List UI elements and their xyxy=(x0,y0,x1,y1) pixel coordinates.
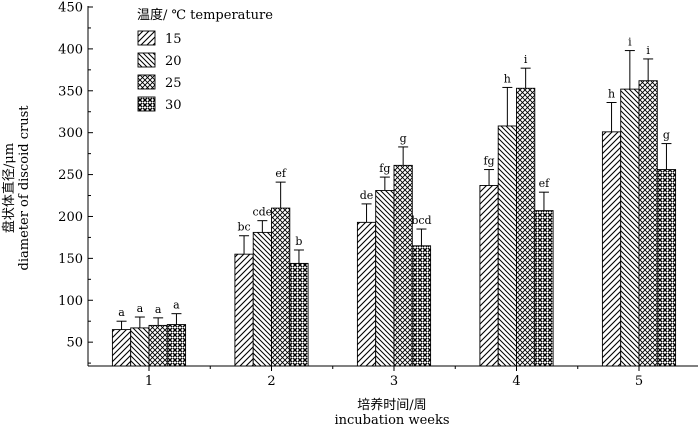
bar xyxy=(516,87,536,367)
x-axis-title-en: incubation weeks xyxy=(334,413,449,427)
significance-label: cde xyxy=(252,206,272,219)
significance-label: h xyxy=(504,72,511,85)
bar xyxy=(111,329,132,367)
significance-label: i xyxy=(646,44,650,57)
significance-label: g xyxy=(400,132,407,145)
legend-label: 15 xyxy=(165,32,182,47)
legend-title: 温度/ ℃ temperature xyxy=(137,7,273,23)
significance-label: ef xyxy=(539,177,551,190)
bar xyxy=(356,221,377,367)
bar xyxy=(166,324,187,367)
legend-swatch xyxy=(137,74,156,90)
bar xyxy=(534,210,554,367)
significance-label: fg xyxy=(379,162,390,175)
significance-label: a xyxy=(137,302,144,315)
legend-swatch xyxy=(137,30,156,46)
bar xyxy=(497,125,517,367)
legend-swatch xyxy=(137,96,156,112)
bar xyxy=(656,169,677,367)
bar xyxy=(234,253,254,367)
bar xyxy=(411,245,432,367)
x-tick-label: 3 xyxy=(390,374,398,389)
y-tick-label: 250 xyxy=(58,168,83,183)
y-axis-ticks: 50 100 150 200 250 300 350 400 450 xyxy=(58,0,93,364)
x-tick-label: 4 xyxy=(512,374,520,389)
legend-label: 25 xyxy=(165,76,182,91)
bar xyxy=(130,327,150,367)
bar xyxy=(148,324,168,367)
legend: 温度/ ℃ temperature 15 20 25 30 xyxy=(137,7,273,113)
y-tick-label: 300 xyxy=(58,126,83,141)
legend-label: 20 xyxy=(165,54,182,69)
significance-label: de xyxy=(360,189,374,202)
bar xyxy=(638,80,658,367)
x-axis-ticks: 1 2 3 4 5 xyxy=(145,366,643,389)
y-tick-label: 350 xyxy=(58,84,83,99)
significance-label: bcd xyxy=(411,214,431,227)
significance-label: a xyxy=(173,299,180,312)
bar xyxy=(271,207,291,367)
x-axis-title-cn: 培养时间/周 xyxy=(357,397,426,413)
legend-swatch xyxy=(137,52,156,68)
y-tick-label: 200 xyxy=(58,210,83,225)
significance-label: fg xyxy=(483,155,494,168)
y-tick-label: 450 xyxy=(58,0,83,15)
bar xyxy=(375,190,395,367)
x-tick-label: 1 xyxy=(145,374,153,389)
significance-label: bc xyxy=(237,221,250,234)
significance-label: i xyxy=(524,53,528,66)
significance-label: h xyxy=(608,88,615,101)
significance-label: b xyxy=(295,235,302,248)
x-tick-label: 2 xyxy=(267,374,275,389)
legend-label: 30 xyxy=(165,98,182,113)
bar xyxy=(620,88,640,367)
bar xyxy=(252,231,272,367)
significance-label: a xyxy=(118,306,125,319)
bar xyxy=(479,185,499,367)
y-tick-label: 400 xyxy=(58,42,83,57)
significance-label: g xyxy=(663,129,670,142)
y-axis-title-cn: 盘状体直径/μm xyxy=(1,143,17,233)
x-tick-label: 5 xyxy=(635,374,643,389)
y-axis-title-en: diameter of discoid crust xyxy=(17,105,32,271)
bar xyxy=(393,164,413,367)
bar xyxy=(601,131,622,367)
y-tick-label: 50 xyxy=(66,336,83,351)
bar xyxy=(289,262,309,367)
y-tick-label: 100 xyxy=(58,294,83,309)
y-tick-label: 150 xyxy=(58,252,83,267)
significance-label: ef xyxy=(275,167,287,180)
significance-label: i xyxy=(628,36,632,49)
significance-label: a xyxy=(155,303,162,316)
